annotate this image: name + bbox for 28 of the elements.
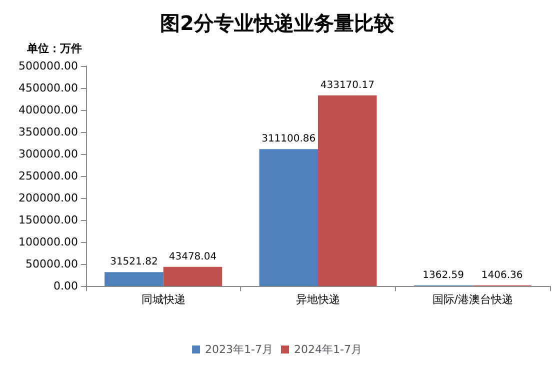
y-tick-label: 300000.00 (18, 148, 78, 160)
legend-label: 2024年1-7月 (294, 343, 362, 356)
y-tick-label: 400000.00 (18, 104, 78, 116)
bar (163, 266, 222, 286)
bar (259, 149, 318, 286)
data-label: 1406.36 (481, 270, 523, 281)
y-axis-title: 单位：万件 (26, 42, 82, 55)
y-tick-label: 0.00 (54, 280, 78, 292)
y-tick-label: 50000.00 (26, 258, 78, 270)
bar (318, 95, 377, 286)
data-label: 31521.82 (110, 256, 158, 268)
data-label: 1362.59 (422, 270, 464, 281)
bar (104, 272, 164, 286)
legend-label: 2023年1-7月 (205, 343, 274, 356)
y-tick-label: 450000.00 (18, 82, 78, 94)
chart-title: 图2分专业快递业务量比较 (160, 11, 395, 35)
y-tick-label: 200000.00 (18, 192, 78, 204)
data-label: 43478.04 (168, 251, 217, 262)
x-tick-label: 异地快递 (296, 293, 340, 306)
data-label: 433170.17 (320, 80, 374, 91)
y-tick-label: 500000.00 (18, 60, 78, 72)
y-tick-label: 150000.00 (18, 214, 78, 226)
x-tick-label: 同城快递 (141, 293, 186, 306)
y-tick-label: 100000.00 (18, 236, 78, 248)
data-label: 311100.86 (262, 134, 316, 145)
y-tick-label: 350000.00 (18, 126, 78, 138)
y-tick-label: 250000.00 (18, 170, 78, 182)
x-tick-label: 国际/港澳台快递 (432, 293, 514, 306)
